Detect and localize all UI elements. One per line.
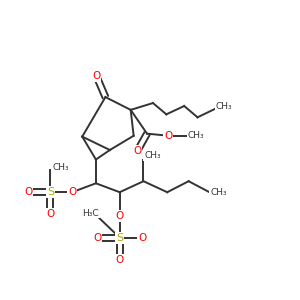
Text: O: O — [138, 233, 146, 243]
Text: CH₃: CH₃ — [215, 101, 232, 110]
Text: O: O — [24, 187, 32, 197]
Text: O: O — [92, 71, 101, 81]
Text: S: S — [47, 187, 54, 197]
Text: S: S — [116, 233, 123, 243]
Text: CH₃: CH₃ — [188, 131, 204, 140]
Text: CH₃: CH₃ — [210, 188, 227, 197]
Text: H₃C: H₃C — [82, 208, 99, 217]
Text: O: O — [164, 131, 172, 141]
Text: O: O — [134, 146, 142, 156]
Text: CH₃: CH₃ — [52, 163, 69, 172]
Text: O: O — [46, 209, 55, 219]
Text: O: O — [93, 233, 101, 243]
Text: O: O — [116, 255, 124, 265]
Text: CH₃: CH₃ — [144, 152, 161, 160]
Text: O: O — [116, 211, 124, 221]
Text: O: O — [68, 187, 76, 197]
